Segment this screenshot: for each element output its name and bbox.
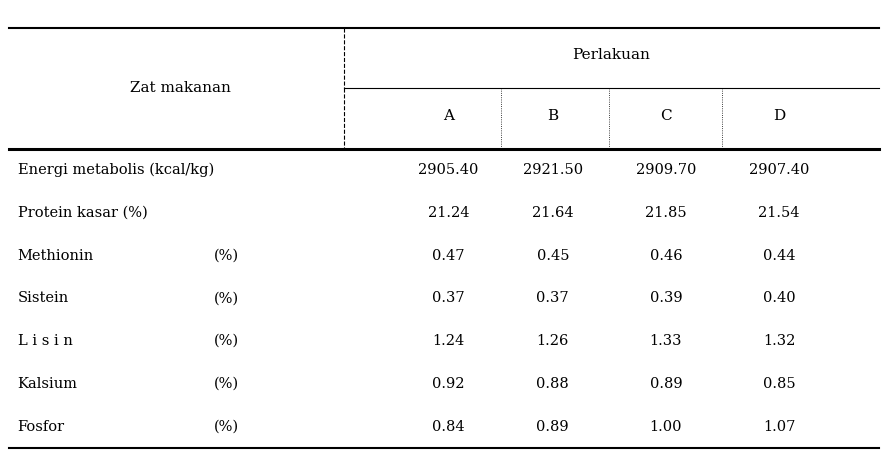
Text: 21.64: 21.64 — [532, 206, 574, 220]
Text: A: A — [443, 109, 454, 122]
Text: 1.00: 1.00 — [650, 419, 682, 434]
Text: 0.44: 0.44 — [763, 248, 796, 263]
Text: Methionin: Methionin — [18, 248, 94, 263]
Text: 2905.40: 2905.40 — [418, 163, 479, 177]
Text: 0.84: 0.84 — [432, 419, 464, 434]
Text: (%): (%) — [213, 419, 239, 434]
Text: 1.33: 1.33 — [650, 334, 682, 348]
Text: D: D — [773, 109, 785, 122]
Text: B: B — [547, 109, 559, 122]
Text: Sistein: Sistein — [18, 292, 69, 305]
Text: Protein kasar (%): Protein kasar (%) — [18, 206, 147, 220]
Text: C: C — [660, 109, 671, 122]
Text: 2909.70: 2909.70 — [636, 163, 696, 177]
Text: 21.24: 21.24 — [428, 206, 469, 220]
Text: 1.07: 1.07 — [763, 419, 796, 434]
Text: 0.39: 0.39 — [650, 292, 682, 305]
Text: 1.24: 1.24 — [432, 334, 464, 348]
Text: Energi metabolis (kcal/kg): Energi metabolis (kcal/kg) — [18, 163, 214, 177]
Text: Kalsium: Kalsium — [18, 377, 77, 391]
Text: (%): (%) — [213, 334, 239, 348]
Text: 0.47: 0.47 — [432, 248, 464, 263]
Text: (%): (%) — [213, 248, 239, 263]
Text: 21.54: 21.54 — [758, 206, 800, 220]
Text: L i s i n: L i s i n — [18, 334, 73, 348]
Text: 2907.40: 2907.40 — [749, 163, 809, 177]
Text: 0.89: 0.89 — [650, 377, 682, 391]
Text: 0.89: 0.89 — [536, 419, 569, 434]
Text: 0.88: 0.88 — [536, 377, 569, 391]
Text: 0.40: 0.40 — [763, 292, 796, 305]
Text: 21.85: 21.85 — [645, 206, 686, 220]
Text: 0.37: 0.37 — [432, 292, 464, 305]
Text: Perlakuan: Perlakuan — [573, 48, 650, 62]
Text: 2921.50: 2921.50 — [523, 163, 583, 177]
Text: (%): (%) — [213, 292, 239, 305]
Text: Zat makanan: Zat makanan — [131, 82, 231, 95]
Text: Fosfor: Fosfor — [18, 419, 65, 434]
Text: 1.32: 1.32 — [763, 334, 796, 348]
Text: 0.85: 0.85 — [763, 377, 796, 391]
Text: 1.26: 1.26 — [536, 334, 569, 348]
Text: 0.37: 0.37 — [536, 292, 569, 305]
Text: 0.46: 0.46 — [650, 248, 682, 263]
Text: 0.45: 0.45 — [536, 248, 569, 263]
Text: (%): (%) — [213, 377, 239, 391]
Text: 0.92: 0.92 — [432, 377, 464, 391]
